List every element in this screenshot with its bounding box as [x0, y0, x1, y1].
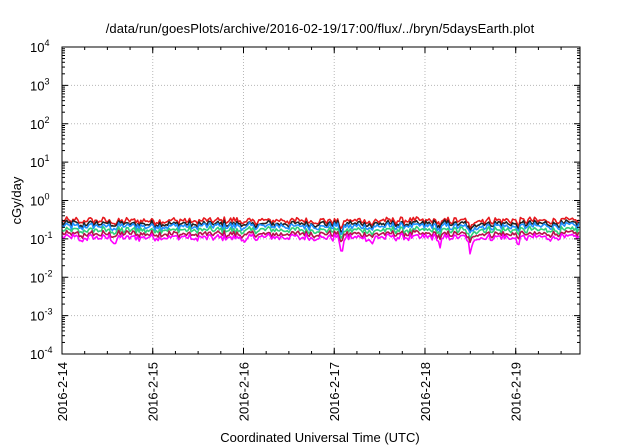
series-line [61, 225, 580, 240]
y-tick-label: 102 [30, 115, 49, 132]
x-tick-label: 2016-2-16 [236, 362, 251, 421]
y-tick-exponent: -3 [44, 307, 52, 317]
y-tick-label: 100 [30, 192, 49, 209]
y-tick-label: 103 [30, 76, 49, 93]
y-tick-exponent: 1 [44, 153, 49, 163]
ticks [61, 46, 580, 355]
x-tick-label: 2016-2-18 [418, 362, 433, 421]
series-line [61, 219, 580, 233]
y-tick-exponent: -1 [44, 230, 52, 240]
series-line [61, 221, 580, 236]
x-tick-label: 2016-2-19 [509, 362, 524, 421]
series-group [61, 216, 580, 255]
y-axis-label: cGy/day [9, 176, 24, 224]
y-tick-exponent: 3 [44, 76, 49, 86]
series-line [61, 216, 580, 230]
x-tick-label: 2016-2-15 [146, 362, 161, 421]
y-tick-label: 10-2 [30, 268, 52, 285]
series-line [61, 229, 580, 244]
y-tick-exponent: -4 [44, 345, 52, 355]
y-tick-label: 104 [30, 38, 49, 55]
x-tick-label: 2016-2-17 [327, 362, 342, 421]
y-tick-exponent: -2 [44, 268, 52, 278]
y-tick-label: 101 [30, 153, 49, 170]
series-line [61, 232, 580, 255]
grid [61, 47, 580, 354]
y-tick-exponent: 2 [44, 115, 49, 125]
x-tick-labels: 2016-2-14 2016-2-15 2016-2-16 2016-2-17 2016… [55, 362, 524, 421]
y-tick-exponent: 0 [44, 192, 49, 202]
chart-title: /data/run/goesPlots/archive/2016-02-19/1… [105, 21, 535, 36]
x-axis-label: Coordinated Universal Time (UTC) [220, 430, 419, 445]
y-tick-label: 10-1 [30, 230, 52, 247]
x-tick-label: 2016-2-14 [55, 362, 70, 421]
y-tick-label: 10-3 [30, 307, 52, 324]
y-tick-exponent: 4 [44, 38, 49, 48]
y-tick-label: 10-4 [30, 345, 52, 362]
